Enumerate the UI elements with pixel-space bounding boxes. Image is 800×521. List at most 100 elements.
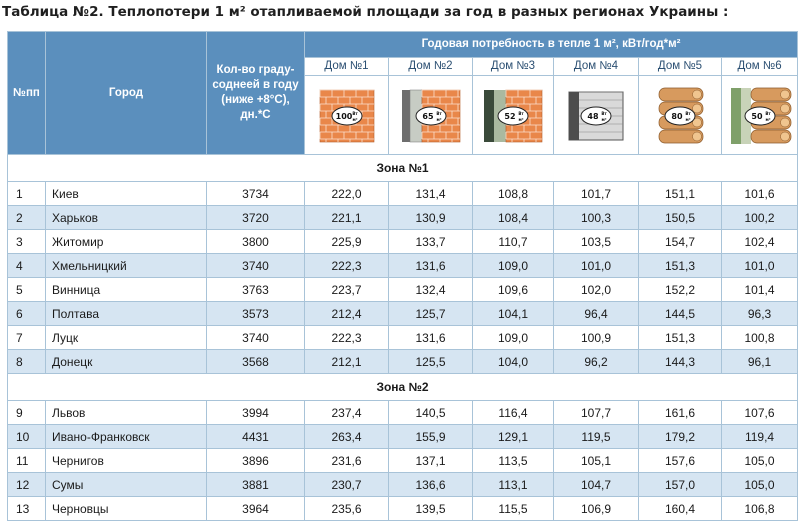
heat-demand-cell: 151,1 <box>638 181 722 206</box>
heat-demand-cell: 96,1 <box>720 349 799 374</box>
heat-demand-cell: 235,6 <box>304 496 389 521</box>
heat-demand-cell: 116,4 <box>472 400 554 425</box>
heat-demand-cell: 225,9 <box>304 229 389 254</box>
heat-demand-cell: 113,1 <box>472 472 554 497</box>
heat-demand-cell: 155,9 <box>388 424 473 449</box>
city-cell: Винница <box>45 277 207 302</box>
heat-demand-cell: 96,2 <box>553 349 639 374</box>
heat-demand-cell: 109,0 <box>472 325 554 350</box>
heat-demand-cell: 101,0 <box>720 253 799 278</box>
degree-days-cell: 3740 <box>206 325 305 350</box>
table-row: 9 Львов 3994 237,4 140,5 116,4 107,7 161,6 107,6 <box>7 400 799 425</box>
table-row: 13 Черновцы 3964 235,6 139,5 115,5 106,9 160,4 1… <box>7 496 799 521</box>
svg-text:65: 65 <box>422 112 434 121</box>
city-cell: Харьков <box>45 205 207 230</box>
degree-days-cell: 3734 <box>206 181 305 206</box>
heat-demand-cell: 104,0 <box>472 349 554 374</box>
heat-demand-cell: 144,5 <box>638 301 722 326</box>
degree-days-cell: 4431 <box>206 424 305 449</box>
heat-demand-cell: 151,3 <box>638 253 722 278</box>
degree-days-cell: 3896 <box>206 448 305 473</box>
row-number-cell: 9 <box>7 400 46 425</box>
row-number-cell: 5 <box>7 277 46 302</box>
heat-demand-cell: 108,4 <box>472 205 554 230</box>
heat-demand-cell: 105,1 <box>553 448 639 473</box>
heat-demand-cell: 150,5 <box>638 205 722 230</box>
house-illustration-cell: 48 Вт м² <box>553 75 639 155</box>
heat-demand-cell: 107,7 <box>553 400 639 425</box>
city-cell: Житомир <box>45 229 207 254</box>
degree-days-cell: 3881 <box>206 472 305 497</box>
heat-demand-cell: 129,1 <box>472 424 554 449</box>
heat-demand-cell: 96,4 <box>553 301 639 326</box>
city-cell: Донецк <box>45 349 207 374</box>
row-number-cell: 2 <box>7 205 46 230</box>
heat-demand-cell: 151,3 <box>638 325 722 350</box>
heat-demand-cell: 212,4 <box>304 301 389 326</box>
heat-demand-cell: 106,9 <box>553 496 639 521</box>
heat-demand-cell: 263,4 <box>304 424 389 449</box>
house-illustration-cell: 65 Вт м² <box>388 75 473 155</box>
heat-demand-cell: 161,6 <box>638 400 722 425</box>
heat-demand-cell: 100,2 <box>720 205 799 230</box>
svg-text:Вт: Вт <box>436 111 442 116</box>
heat-demand-cell: 102,0 <box>553 277 639 302</box>
degree-days-cell: 3964 <box>206 496 305 521</box>
table-row: 10 Ивано-Франковск 4431 263,4 155,9 129,1 119,… <box>7 424 799 449</box>
heat-demand-cell: 125,5 <box>388 349 473 374</box>
city-cell: Полтава <box>45 301 207 326</box>
degree-days-cell: 3720 <box>206 205 305 230</box>
col-header-house-1: Дом №1 <box>304 57 389 76</box>
heat-demand-cell: 104,1 <box>472 301 554 326</box>
heat-demand-cell: 101,6 <box>720 181 799 206</box>
svg-text:100: 100 <box>335 112 352 121</box>
heat-demand-cell: 144,3 <box>638 349 722 374</box>
table-row: 5 Винница 3763 223,7 132,4 109,6 102,0 152,2 101… <box>7 277 799 302</box>
svg-text:м²: м² <box>518 117 523 122</box>
row-number-cell: 7 <box>7 325 46 350</box>
svg-text:Вт: Вт <box>352 111 358 116</box>
city-cell: Луцк <box>45 325 207 350</box>
heat-demand-cell: 139,5 <box>388 496 473 521</box>
house-illustration-cell: 52 Вт м² <box>472 75 554 155</box>
heat-demand-cell: 222,0 <box>304 181 389 206</box>
heat-demand-cell: 133,7 <box>388 229 473 254</box>
heat-demand-cell: 101,7 <box>553 181 639 206</box>
col-header-house-4: Дом №4 <box>553 57 639 76</box>
city-cell: Киев <box>45 181 207 206</box>
table-row: 11 Чернигов 3896 231,6 137,1 113,5 105,1 157,6 1… <box>7 448 799 473</box>
heat-demand-cell: 179,2 <box>638 424 722 449</box>
heat-demand-cell: 101,0 <box>553 253 639 278</box>
page-title: Таблица №2. Теплопотери 1 м² отапливаемо… <box>2 4 729 20</box>
svg-text:Вт: Вт <box>518 111 524 116</box>
city-cell: Львов <box>45 400 207 425</box>
svg-text:м²: м² <box>601 117 606 122</box>
row-number-cell: 10 <box>7 424 46 449</box>
svg-text:80: 80 <box>671 112 683 121</box>
row-number-cell: 13 <box>7 496 46 521</box>
table-row: 6 Полтава 3573 212,4 125,7 104,1 96,4 144,5 96,3 <box>7 301 799 326</box>
heat-demand-cell: 221,1 <box>304 205 389 230</box>
heat-demand-cell: 109,0 <box>472 253 554 278</box>
heat-demand-cell: 109,6 <box>472 277 554 302</box>
row-number-cell: 8 <box>7 349 46 374</box>
table-row: 2 Харьков 3720 221,1 130,9 108,4 100,3 150,5 100… <box>7 205 799 230</box>
heat-demand-cell: 104,7 <box>553 472 639 497</box>
heat-demand-cell: 157,0 <box>638 472 722 497</box>
house-illustration-cell: 100 Вт м² <box>304 75 389 155</box>
row-number-cell: 11 <box>7 448 46 473</box>
heat-demand-cell: 222,3 <box>304 253 389 278</box>
city-cell: Черновцы <box>45 496 207 521</box>
table-row: 12 Сумы 3881 230,7 136,6 113,1 104,7 157,0 105,0 <box>7 472 799 497</box>
svg-text:Вт: Вт <box>685 111 691 116</box>
heat-demand-cell: 230,7 <box>304 472 389 497</box>
heat-demand-cell: 100,8 <box>720 325 799 350</box>
heat-demand-cell: 113,5 <box>472 448 554 473</box>
heat-demand-cell: 100,9 <box>553 325 639 350</box>
heat-loss-table: №пп Город Кол-во граду-соднеей в году (н… <box>6 31 799 521</box>
heat-demand-cell: 223,7 <box>304 277 389 302</box>
city-cell: Хмельницкий <box>45 253 207 278</box>
